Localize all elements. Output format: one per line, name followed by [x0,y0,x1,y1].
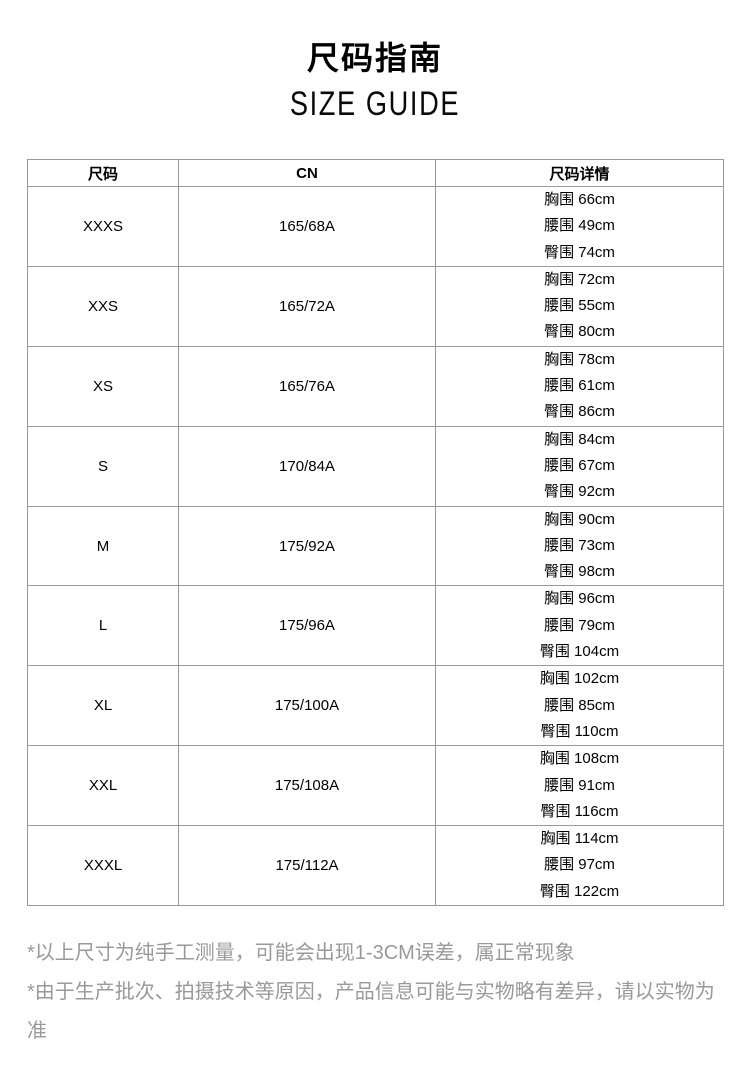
detail-line: 腰围 97cm [544,856,615,874]
table-row: XXL 175/108A 胸围 108cm 腰围 91cm 臀围 116cm [27,745,724,827]
size-cell: XXS [27,265,179,347]
table-row: XXXL 175/112A 胸围 114cm 腰围 97cm 臀围 122cm [27,825,724,907]
detail-line: 腰围 91cm [544,776,615,794]
detail-line: 胸围 84cm [544,430,615,448]
table-row: S 170/84A 胸围 84cm 腰围 67cm 臀围 92cm [27,425,724,507]
table-row: M 175/92A 胸围 90cm 腰围 73cm 臀围 98cm [27,505,724,587]
detail-line: 臀围 116cm [540,802,619,820]
detail-line: 腰围 61cm [544,377,615,395]
detail-line: 胸围 90cm [544,510,615,528]
cn-cell: 165/72A [178,265,436,347]
size-cell: XXXL [27,825,179,907]
note-disclaimer: *由于生产批次、拍摄技术等原因，产品信息可能与实物略有差异，请以实物为准 [27,981,715,1043]
size-cell: M [27,505,179,587]
cn-cell: 175/92A [178,505,436,587]
details-cell: 胸围 114cm 腰围 97cm 臀围 122cm [435,825,724,907]
notes-section: *以上尺寸为纯手工测量，可能会出现1-3CM误差，属正常现象 *由于生产批次、拍… [27,934,727,1051]
detail-line: 胸围 78cm [544,350,615,368]
detail-line: 腰围 79cm [544,616,615,634]
detail-line: 臀围 86cm [544,403,615,421]
size-cell: XL [27,665,179,747]
details-cell: 胸围 108cm 腰围 91cm 臀围 116cm [435,745,724,827]
detail-line: 胸围 66cm [544,191,615,208]
detail-line: 臀围 74cm [544,243,615,261]
detail-line: 腰围 49cm [544,217,615,235]
detail-line: 腰围 55cm [544,297,615,315]
table-row: XXS 165/72A 胸围 72cm 腰围 55cm 臀围 80cm [27,265,724,347]
details-cell: 胸围 66cm 腰围 49cm 臀围 74cm [435,186,724,267]
detail-line: 胸围 72cm [544,270,615,288]
details-cell: 胸围 84cm 腰围 67cm 臀围 92cm [435,425,724,507]
cn-cell: 175/96A [178,585,436,667]
size-table-body: XXXS 165/68A 胸围 66cm 腰围 49cm 臀围 74cm XXS 165/7… [27,186,724,907]
size-cell: L [27,585,179,667]
cn-cell: 175/108A [178,745,436,827]
detail-line: 胸围 96cm [544,590,615,608]
detail-line: 臀围 80cm [544,323,615,341]
page-title-en: SIZE GUIDE [289,85,461,123]
detail-line: 臀围 122cm [539,882,620,900]
detail-line: 臀围 98cm [544,563,615,581]
size-cell: S [27,425,179,507]
table-row: L 175/96A 胸围 96cm 腰围 79cm 臀围 104cm [27,585,724,667]
detail-line: 胸围 102cm [539,670,620,688]
cn-cell: 165/68A [178,186,436,267]
details-cell: 胸围 102cm 腰围 85cm 臀围 110cm [435,665,724,747]
detail-line: 腰围 67cm [544,456,615,474]
size-cell: XS [27,345,179,427]
size-cell: XXL [27,745,179,827]
size-cell: XXXS [27,186,179,267]
details-cell: 胸围 90cm 腰围 73cm 臀围 98cm [435,505,724,587]
note-measurement: *以上尺寸为纯手工测量，可能会出现1-3CM误差，属正常现象 [27,942,575,965]
size-table: 尺码 CN 尺码详情 XXXS 165/68A 胸围 66cm 腰围 49cm 臀围 7… [27,159,724,907]
detail-line: 腰围 85cm [544,696,615,714]
detail-line: 臀围 92cm [544,483,615,501]
detail-line: 胸围 108cm [539,750,620,768]
table-row: XS 165/76A 胸围 78cm 腰围 61cm 臀围 86cm [27,345,724,427]
table-header-row: 尺码 CN 尺码详情 [27,159,724,187]
cn-cell: 175/112A [178,825,436,907]
col-header-cn: CN [178,159,436,187]
details-cell: 胸围 96cm 腰围 79cm 臀围 104cm [435,585,724,667]
table-row: XL 175/100A 胸围 102cm 腰围 85cm 臀围 110cm [27,665,724,747]
page-title-cn: 尺码指南 [306,40,443,76]
details-cell: 胸围 72cm 腰围 55cm 臀围 80cm [435,265,724,347]
detail-line: 胸围 114cm [540,830,619,848]
details-cell: 胸围 78cm 腰围 61cm 臀围 86cm [435,345,724,427]
detail-line: 臀围 104cm [539,643,620,661]
cn-cell: 170/84A [178,425,436,507]
detail-line: 腰围 73cm [544,536,615,554]
detail-line: 臀围 110cm [540,722,619,740]
table-row: XXXS 165/68A 胸围 66cm 腰围 49cm 臀围 74cm [27,186,724,267]
cn-cell: 175/100A [178,665,436,747]
cn-cell: 165/76A [178,345,436,427]
col-header-size: 尺码 [27,159,179,187]
col-header-details: 尺码详情 [435,159,724,187]
